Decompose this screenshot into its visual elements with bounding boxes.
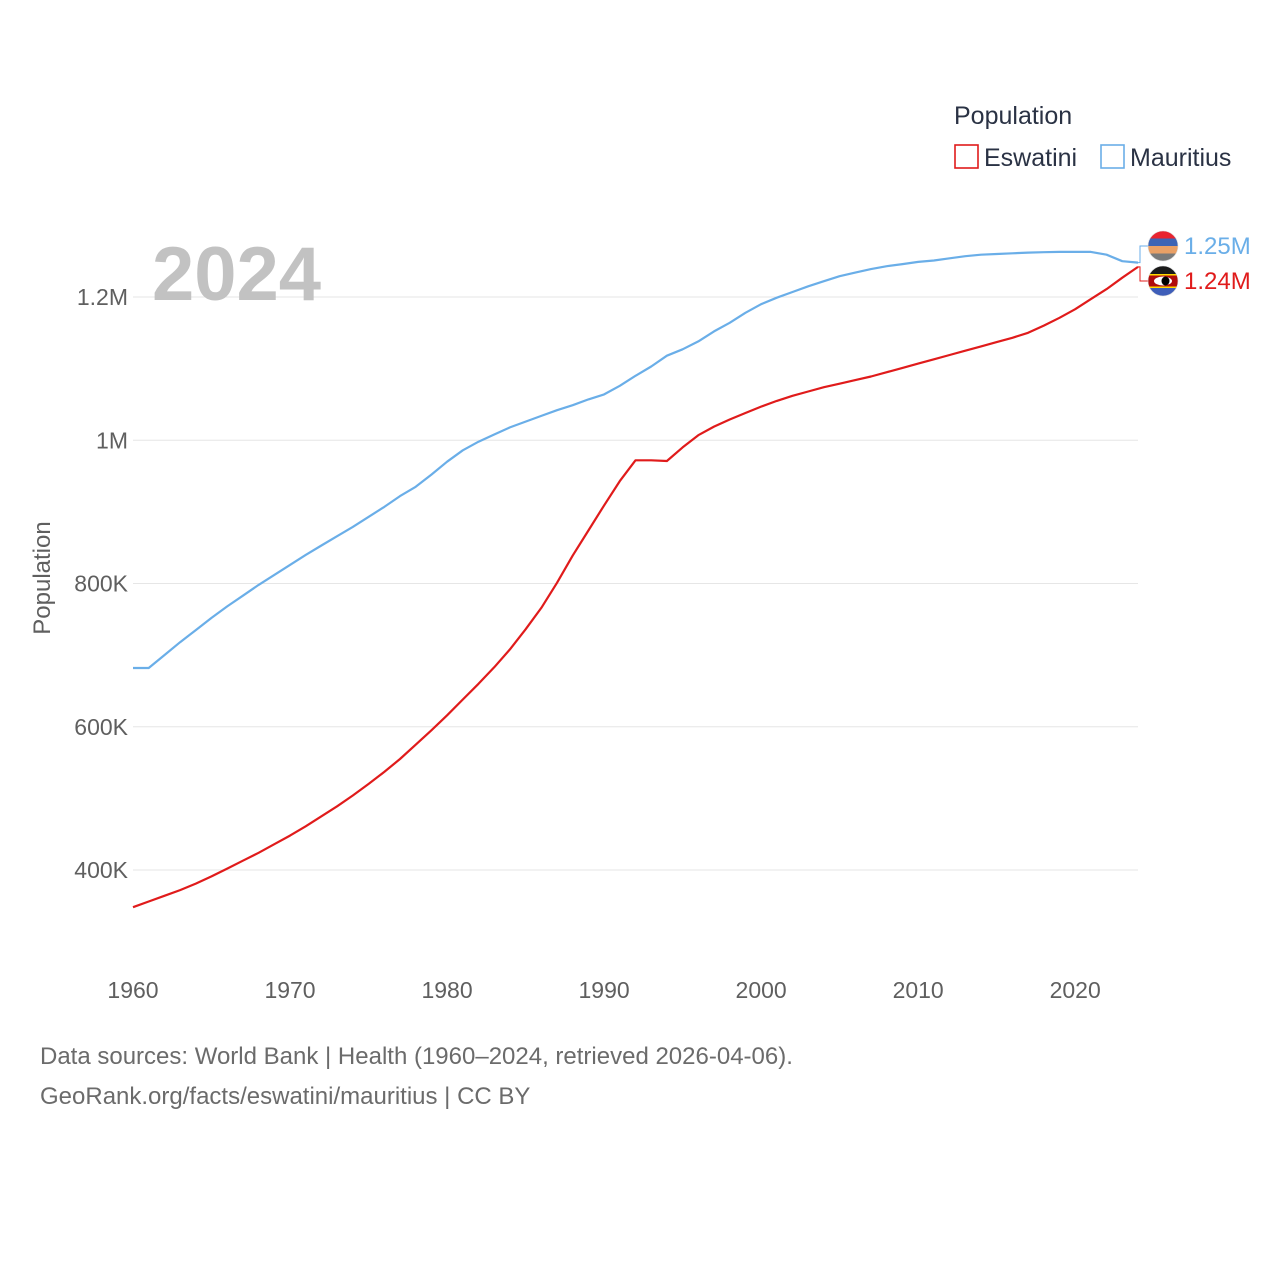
y-tick-label: 1M <box>96 427 128 453</box>
end-label-mauritius: 1.25M <box>1184 233 1251 260</box>
x-tick-label: 1970 <box>264 977 315 1003</box>
flag-band <box>1148 274 1178 276</box>
series-lines <box>132 250 1139 909</box>
flag-band <box>1148 266 1178 275</box>
legend-title: Population <box>954 102 1072 130</box>
series-line-eswatini <box>132 265 1139 909</box>
x-axis-ticks: 1960 1970 1980 1990 2000 2010 2020 <box>107 977 1100 1003</box>
footer-sources: Data sources: World Bank | Health (1960–… <box>40 1043 793 1070</box>
y-axis-label: Population <box>29 521 56 634</box>
flag-band <box>1148 246 1178 254</box>
footer-attribution: GeoRank.org/facts/eswatini/mauritius | C… <box>40 1083 531 1110</box>
x-tick-label: 2000 <box>736 977 787 1003</box>
end-label-connector <box>1138 245 1148 264</box>
flag-shield <box>1161 276 1170 286</box>
legend-swatch-eswatini <box>954 144 979 169</box>
x-tick-label: 1960 <box>107 977 158 1003</box>
y-tick-label: 600K <box>74 714 128 740</box>
flag-outline <box>1147 230 1179 262</box>
x-tick-label: 2010 <box>893 977 944 1003</box>
y-tick-label: 400K <box>74 857 128 883</box>
legend-label-eswatini: Eswatini <box>984 144 1077 172</box>
flag-band <box>1148 231 1178 239</box>
mauritius-flag-icon <box>1147 230 1179 262</box>
current-year-label: 2024 <box>152 232 321 317</box>
flag-band <box>1148 286 1178 288</box>
end-label-connector <box>1138 266 1148 282</box>
flag-outline <box>1147 265 1179 297</box>
legend: Population Eswatini Mauritius <box>954 102 1231 172</box>
flag-band <box>1148 253 1178 261</box>
x-tick-label: 1990 <box>579 977 630 1003</box>
flag-band <box>1148 238 1178 247</box>
x-tick-label: 1980 <box>421 977 472 1003</box>
gridlines <box>133 296 1138 871</box>
legend-label-mauritius: Mauritius <box>1130 144 1231 172</box>
eswatini-flag-icon <box>1147 265 1179 297</box>
y-axis-ticks: 400K 600K 800K 1M 1.2M <box>74 284 128 883</box>
series-line-mauritius <box>133 250 1139 670</box>
y-tick-label: 1.2M <box>77 284 128 310</box>
end-label-eswatini: 1.24M <box>1184 268 1251 295</box>
series-end-labels: 1.24M 1.25M <box>1138 230 1251 297</box>
legend-swatch-mauritius <box>1100 144 1125 169</box>
x-tick-label: 2020 <box>1050 977 1101 1003</box>
y-tick-label: 800K <box>74 571 128 597</box>
